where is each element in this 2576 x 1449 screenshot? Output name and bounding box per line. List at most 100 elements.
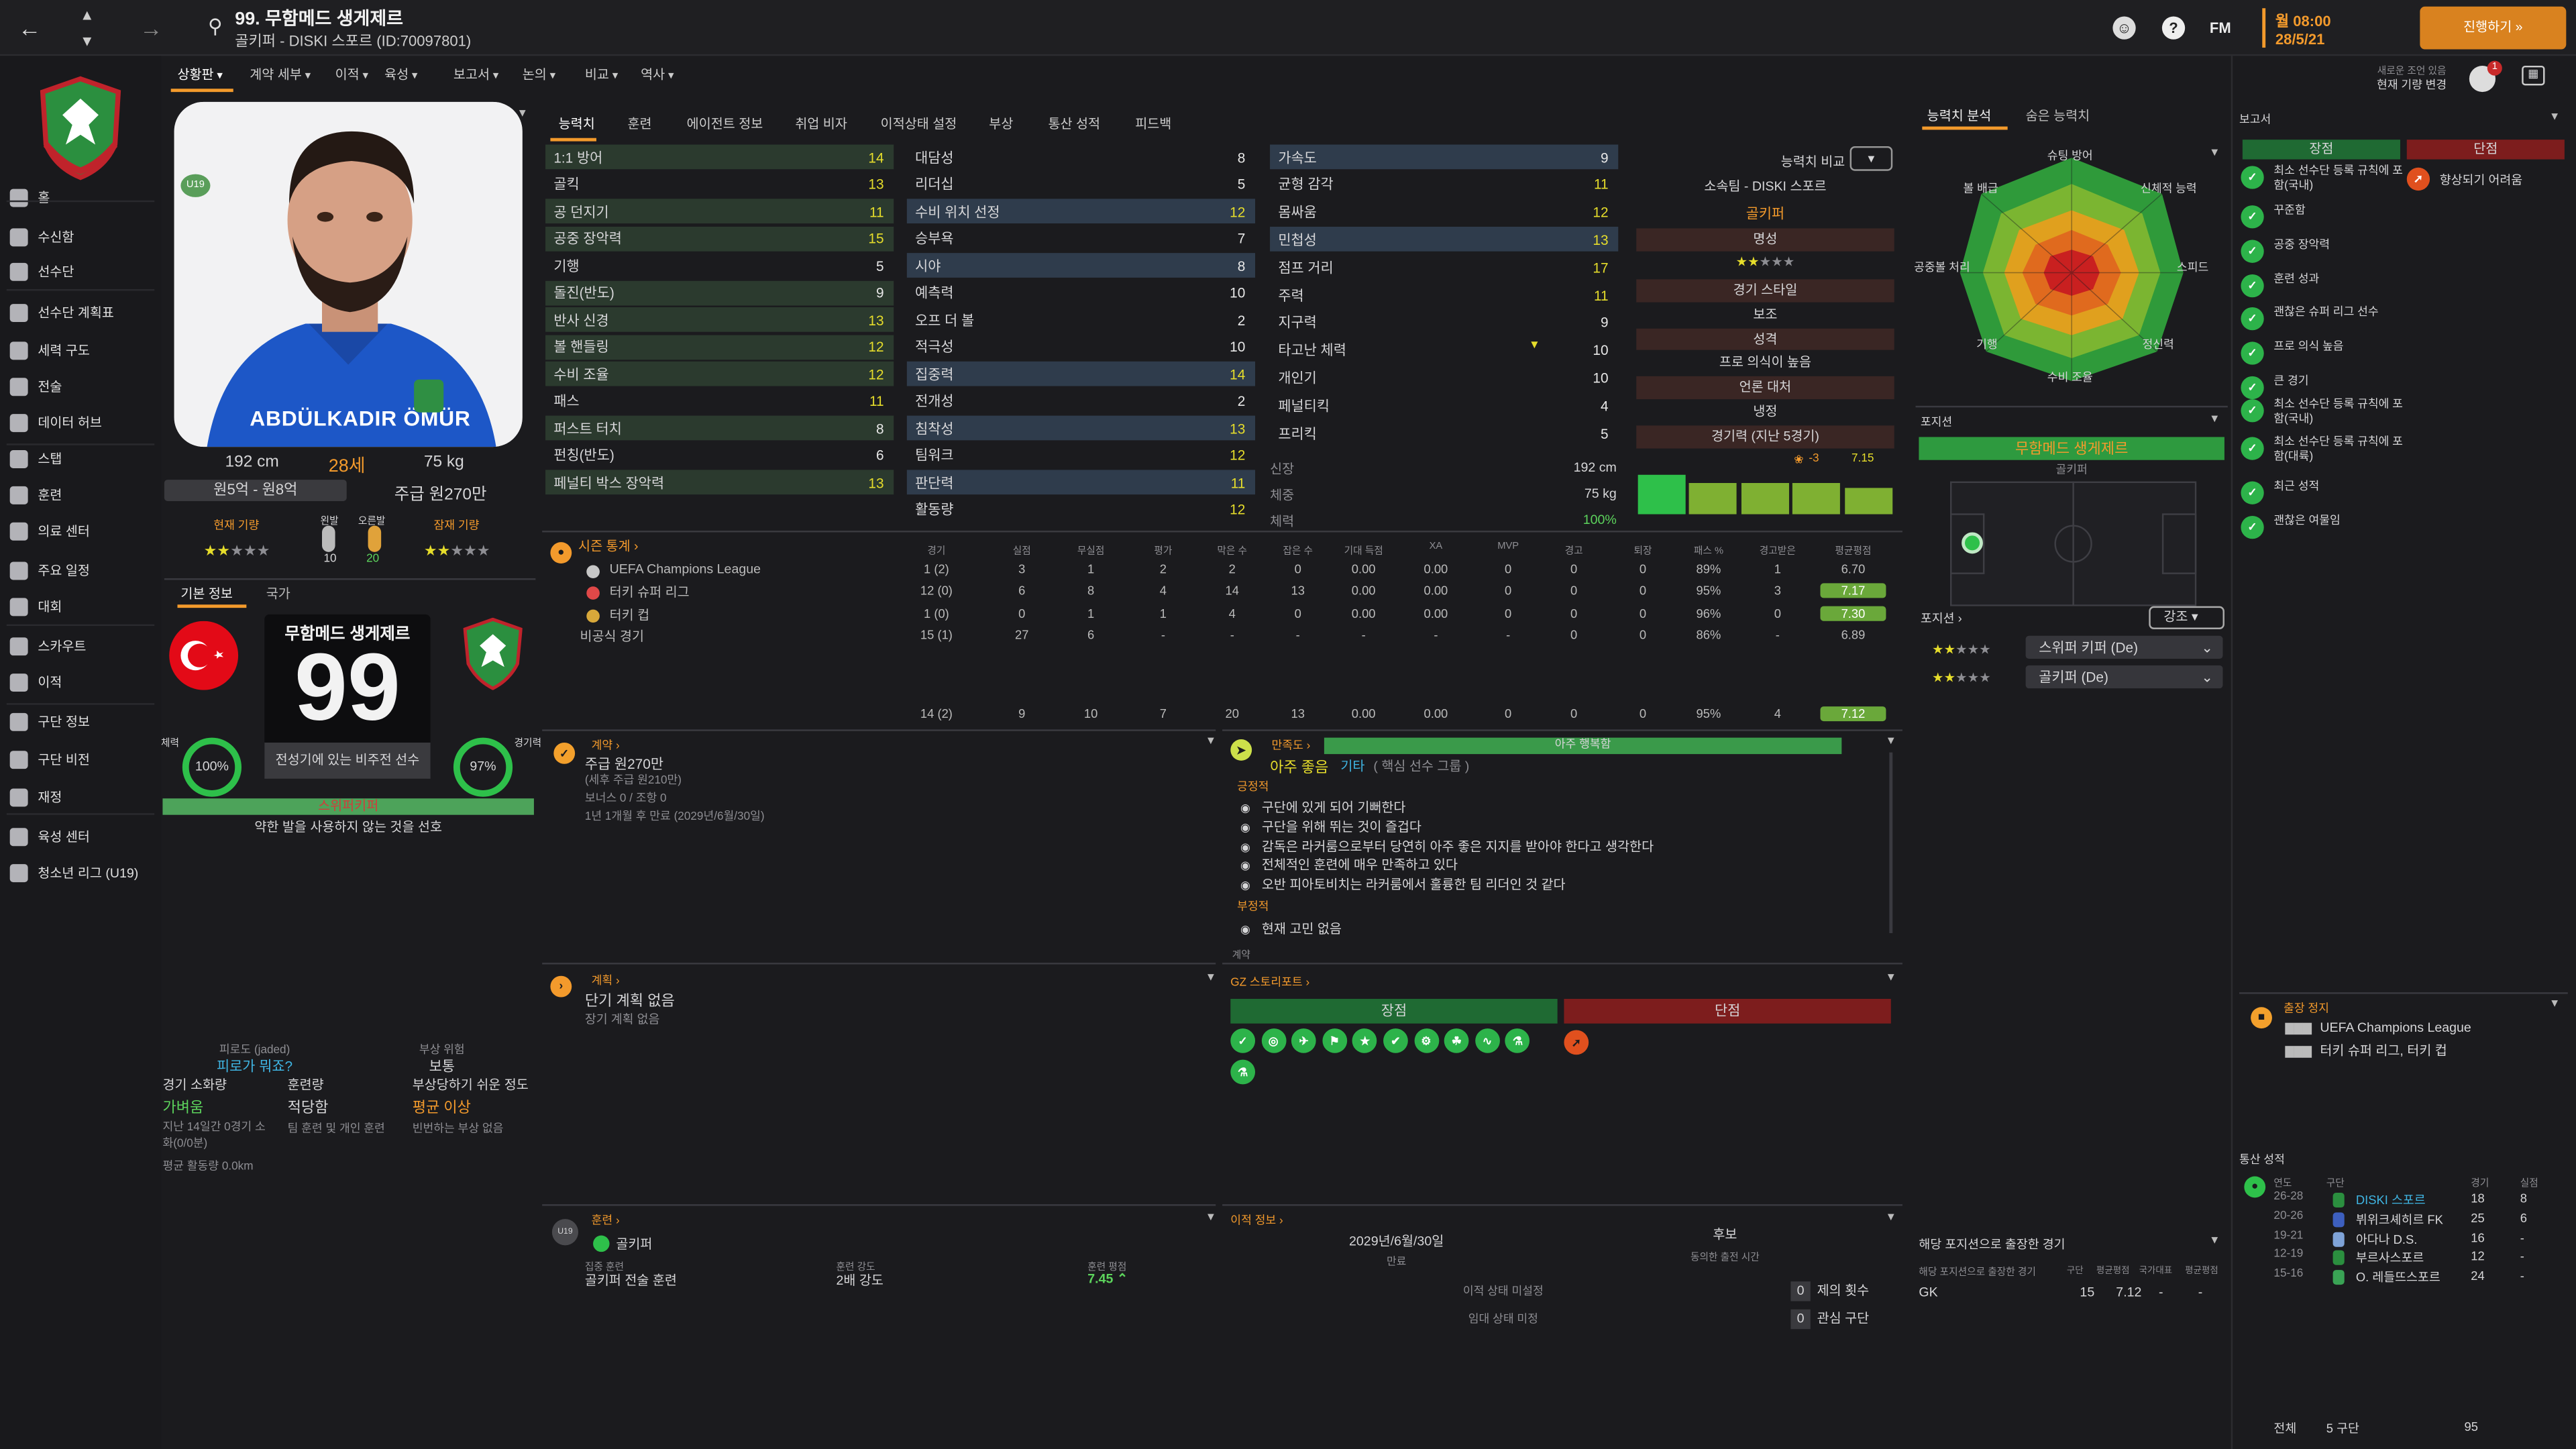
attribute-row[interactable]: 리더십 5 <box>907 172 1255 197</box>
stats-row[interactable]: 터키 슈퍼 리그 12 (0) 6 8 4 14 13 0.00 0.00 0 0 0 95% 3 7.17 <box>578 584 1892 603</box>
report-strength-item[interactable]: ✓ 괜찮은 슈퍼 리그 선수 <box>2241 306 2405 335</box>
attribute-row[interactable]: 수비 조율 12 <box>545 361 894 386</box>
plans-title[interactable]: 계획 › <box>591 975 620 987</box>
ability-expand-icon[interactable]: ▾ <box>2211 144 2218 160</box>
highlight-dropdown[interactable]: 강조 ▾ <box>2149 606 2224 629</box>
tab-hidden-ability[interactable]: 숨은 능력치 <box>2025 108 2090 123</box>
report-strength-item[interactable]: ✓ 큰 경기 <box>2241 374 2405 404</box>
attribute-row[interactable]: 균형 감각 11 <box>1270 172 1618 197</box>
collapse-chevron-icon[interactable]: ▾ <box>519 105 526 120</box>
roles-title[interactable]: 포지션 › <box>1920 611 1962 627</box>
report-strength-item[interactable]: ✓ 최소 선수단 등록 규칙에 포함(국내) <box>2241 398 2405 427</box>
menu-0[interactable]: 상황판 <box>177 66 223 84</box>
attribute-row[interactable]: 패스 11 <box>545 388 894 413</box>
career-row[interactable]: 19-21 아다나 D.S. 16 - <box>2273 1230 2569 1248</box>
contract-expand-icon[interactable]: ▾ <box>1208 733 1214 748</box>
help-icon[interactable]: ? <box>2161 16 2186 40</box>
attribute-row[interactable]: 돌진(반도) 9 <box>545 280 894 305</box>
sidebar-item-18[interactable]: 청소년 리그 (U19) <box>9 861 158 883</box>
position-expand-icon[interactable]: ▾ <box>2211 411 2218 426</box>
role1-select[interactable]: 스위퍼 키퍼 (De) ⌄ <box>2025 635 2223 659</box>
gz-strength-icon[interactable]: ◎ <box>1260 1028 1286 1053</box>
sidebar-item-4[interactable]: 세력 구도 <box>9 338 158 361</box>
sidebar-item-14[interactable]: 구단 정보 <box>9 710 158 733</box>
stats-row[interactable]: 터키 컵 1 (0) 0 1 1 4 0 0.00 0.00 0 0 0 96% 0 7.30 <box>578 605 1892 625</box>
attribute-row[interactable]: 프리킥 5 <box>1270 421 1618 445</box>
attribute-row[interactable]: 활동량 12 <box>907 497 1255 522</box>
happiness-title[interactable]: 만족도 › <box>1271 741 1311 753</box>
stats-row[interactable]: UEFA Champions League 1 (2) 3 1 2 2 0 0.00 0.00 0… <box>578 562 1892 582</box>
sidebar-item-11[interactable]: 대회 <box>9 595 158 618</box>
season-stats-title[interactable]: 시즌 통계 › <box>578 539 639 554</box>
career-row[interactable]: 26-28 DISKI 스포르 18 8 <box>2273 1191 2569 1210</box>
gz-strength-icon[interactable]: ∿ <box>1474 1028 1500 1053</box>
stats-row[interactable]: 비공식 경기 15 (1) 27 6 - - - - - - 0 0 86% - 6.89 <box>578 627 1892 647</box>
attribute-row[interactable]: 골킥 13 <box>545 172 894 197</box>
sidebar-item-13[interactable]: 이적 <box>9 670 158 693</box>
layout-icon[interactable]: ▦ <box>2522 65 2545 86</box>
training-expand-icon[interactable]: ▾ <box>1208 1209 1214 1224</box>
report-strength-item[interactable]: ✓ 공중 장악력 <box>2241 238 2405 268</box>
report-strength-item[interactable]: ✓ 최소 선수단 등록 규칙에 포함(대륙) <box>2241 435 2405 465</box>
sidebar-item-5[interactable]: 전술 <box>9 374 158 397</box>
transfer-title[interactable]: 이적 정보 › <box>1230 1216 1283 1228</box>
attribute-row[interactable]: 점프 거리 17 <box>1270 255 1618 280</box>
gz-strength-icon[interactable]: ⚑ <box>1322 1028 1347 1053</box>
sidebar-item-12[interactable]: 스카우트 <box>9 634 158 657</box>
gz-title[interactable]: GZ 스토리포트 › <box>1230 977 1310 989</box>
attribute-row[interactable]: 몸싸움 12 <box>1270 200 1618 225</box>
sidebar-item-15[interactable]: 구단 비전 <box>9 747 158 770</box>
attribute-row[interactable]: 공중 장악력 15 <box>545 225 894 251</box>
attribute-row[interactable]: 시야 8 <box>906 253 1256 278</box>
menu-1[interactable]: 계약 세부 <box>250 66 311 84</box>
attribute-row[interactable]: 볼 핸들링 12 <box>545 334 894 360</box>
gz-expand-icon[interactable]: ▾ <box>1887 969 1894 984</box>
contract-title[interactable]: 계약 › <box>591 741 620 753</box>
gz-strength-icon[interactable]: ✈ <box>1291 1028 1317 1053</box>
gz-strength-icon[interactable]: ⚗ <box>1505 1028 1530 1053</box>
compare-dropdown[interactable]: ▾ <box>1849 146 1893 171</box>
attribute-row[interactable]: 공 던지기 11 <box>545 199 894 224</box>
happiness-scrollbar[interactable] <box>1889 752 1893 934</box>
tab-ability-analysis[interactable]: 능력치 분석 <box>1927 108 1992 123</box>
chevron-up-icon[interactable]: ▲ <box>79 6 95 23</box>
sidebar-item-17[interactable]: 육성 센터 <box>9 824 158 847</box>
attribute-row[interactable]: 기행 5 <box>545 253 894 278</box>
search-icon[interactable]: ⚲ <box>208 15 223 38</box>
attribute-row[interactable]: 대담성 8 <box>907 145 1255 170</box>
attribute-row[interactable]: 승부욕 7 <box>907 226 1255 251</box>
sidebar-item-9[interactable]: 의료 센터 <box>9 519 158 542</box>
role2-select[interactable]: 골키퍼 (De) ⌄ <box>2025 665 2223 689</box>
gz-strength-icon[interactable]: ⚙ <box>1413 1028 1439 1053</box>
attribute-row[interactable]: 팀워크 12 <box>907 443 1255 468</box>
report-expand-icon[interactable]: ▾ <box>2551 108 2559 123</box>
attr-tab-6[interactable]: 통산 성적 <box>1048 116 1101 131</box>
attribute-row[interactable]: 수비 위치 선정 12 <box>906 199 1256 224</box>
report-strength-item[interactable]: ✓ 최근 성적 <box>2241 480 2405 509</box>
attribute-row[interactable]: 전개성 2 <box>907 388 1255 413</box>
report-strength-item[interactable]: ✓ 꾸준함 <box>2241 204 2405 233</box>
sidebar-item-2[interactable]: 선수단 <box>9 260 158 282</box>
plans-expand-icon[interactable]: ▾ <box>1208 969 1214 984</box>
gz-strength-icon[interactable]: ★ <box>1352 1028 1378 1053</box>
attr-tab-1[interactable]: 훈련 <box>627 116 652 131</box>
sidebar-item-1[interactable]: 수신함 <box>9 225 158 248</box>
sidebar-item-7[interactable]: 스탭 <box>9 447 158 470</box>
sidebar-item-16[interactable]: 재정 <box>9 786 158 808</box>
tab-basic-info[interactable]: 기본 정보 <box>180 586 233 602</box>
fm-menu-button[interactable]: FM <box>2209 19 2231 36</box>
gz-strength-icon[interactable]: ☘ <box>1444 1028 1469 1053</box>
attribute-row[interactable]: 반사 신경 13 <box>545 307 894 332</box>
menu-5[interactable]: 논의 <box>523 66 555 84</box>
sidebar-item-10[interactable]: 주요 일정 <box>9 559 158 582</box>
social-icon[interactable]: ☺ <box>2112 16 2136 40</box>
training-title[interactable]: 훈련 › <box>591 1216 620 1228</box>
career-row[interactable]: 20-26 뷔위크셰히르 FK 25 6 <box>2273 1210 2569 1228</box>
attribute-row[interactable]: 펀칭(반도) 6 <box>545 443 894 468</box>
report-strength-item[interactable]: ✓ 프로 의식 높음 <box>2241 340 2405 370</box>
continue-button[interactable]: 진행하기 » <box>2420 6 2567 50</box>
menu-2[interactable]: 이적 <box>335 66 368 84</box>
gz-strength-icon[interactable]: ⚗ <box>1230 1059 1256 1085</box>
report-weakness-item[interactable]: ➚ 향상되기 어려움 <box>2406 167 2571 194</box>
career-row[interactable]: 12-19 부르사스포르 12 - <box>2273 1249 2569 1267</box>
